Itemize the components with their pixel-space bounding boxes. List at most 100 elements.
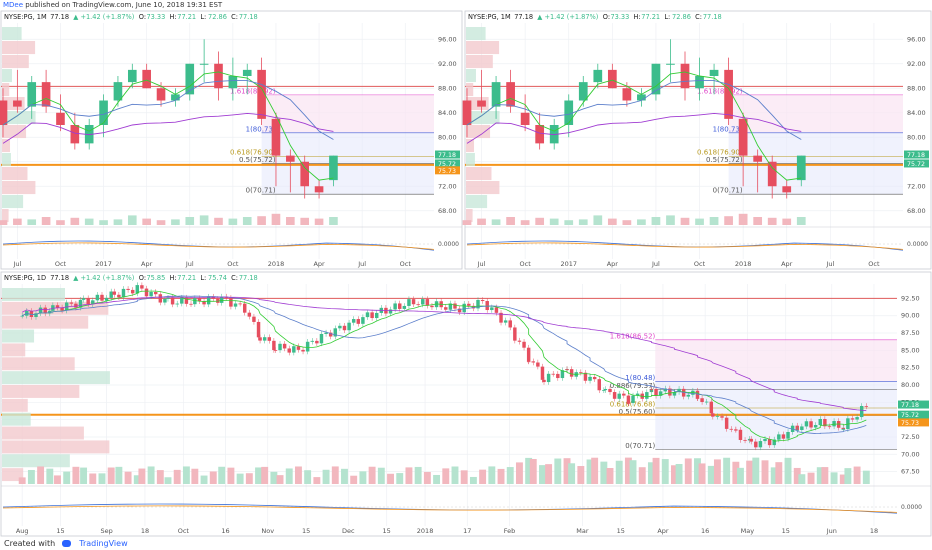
candle-body [91,300,95,305]
candle-body [361,317,365,324]
candle-body [522,341,526,348]
candle-body [626,403,631,404]
y-tick-label: 90.00 [901,312,920,320]
ohlc-value: L: [200,274,206,282]
ma-slow-line [22,296,867,412]
fib-label: 0.886(79.37) [610,382,656,390]
volume-profile-bar [466,139,475,153]
ohlc-value: C: [231,274,238,282]
volume-bar [568,463,576,484]
candle-body [347,322,351,331]
candle-body [267,337,272,341]
candle-body [374,312,379,319]
author-name[interactable]: MDee [3,1,24,9]
candle-body [193,298,197,305]
candle-body [818,419,822,426]
volume-bar [54,475,61,484]
y-tick-label: 72.00 [438,182,457,190]
price-tag [898,400,929,409]
volume-profile-bar [2,440,110,454]
volume-bar [761,460,769,484]
volume-bar [723,457,731,484]
candle-body [743,439,747,441]
candle-body [855,417,859,420]
volume-bar [270,471,278,484]
volume-bar [314,218,324,225]
volume-bar [529,458,537,484]
y-tick-label: 88.00 [907,84,926,92]
candle-body [864,405,869,407]
ohlc-value: 72.86 [672,13,691,21]
volume-bar [839,474,847,484]
ohlc-value: 77.18 [514,13,533,21]
candle-body [135,285,140,294]
volume-profile-bar [2,69,12,83]
volume-bar [127,215,137,225]
candle-body [494,307,499,313]
volume-bar [191,468,199,484]
volume-bar [300,217,310,225]
candle-body [508,320,512,328]
volume-profile-bar [466,181,500,195]
volume-bar [405,467,413,484]
candle-body [520,112,530,125]
price-tag-label: 77.18 [438,152,456,159]
candle-body [476,299,480,309]
volume-bar [853,466,861,484]
candle-body [256,321,261,338]
candle-body [588,376,592,378]
candle-body [480,299,485,302]
candle-body [229,297,233,307]
volume-bar [724,216,733,225]
ohlc-value: 77.18 [703,13,722,21]
candle-body [556,373,560,379]
x-tick-label: Sep [100,527,112,535]
volume-bar [807,472,815,484]
x-tick-label: 18 [870,527,878,535]
candle-body [64,302,69,311]
candle-body [711,413,715,417]
candle-body [74,303,78,308]
candle-body [462,100,472,125]
volume-bar [752,457,760,484]
candle-body [185,63,195,95]
candle-body [503,320,508,323]
candle-body [113,82,123,101]
volume-bar [460,470,468,484]
volume-profile-bar [2,41,36,55]
volume-bar [414,466,422,484]
candle-body [695,76,704,89]
price-tag [904,159,929,168]
volume-bar [821,467,829,484]
y-tick-label: 67.50 [901,468,920,476]
x-tick-label: Aug [16,527,29,535]
price-tag [904,150,929,159]
candle-body [583,372,588,381]
price-tag [898,410,929,419]
tradingview-brand-link[interactable]: TradingView [79,539,128,548]
candle-body [738,118,748,156]
volume-profile-bar [2,167,28,181]
candle-body [43,307,47,314]
ohlc-value: 75.74 [208,274,227,282]
candle-body [351,319,356,323]
x-tick-label: Oct [868,260,880,268]
fib-label: 0(70.71) [625,442,655,450]
candle-body [809,421,813,428]
candle-body [166,297,170,299]
volume-bar [442,468,450,484]
candle-body [214,63,223,89]
fib-label: 0.618(76.68) [610,401,656,409]
volume-bar [525,457,533,484]
candle-body [328,332,333,337]
candle-body [70,125,80,144]
y-tick-label: 68.00 [438,207,457,215]
candle-body [818,419,822,420]
volume-bar [56,220,65,225]
candle-body [782,186,792,193]
candle-body [130,289,135,294]
y-tick-label: 87.50 [901,329,920,337]
candle-body [242,303,247,313]
ma-fast-line [2,71,334,181]
